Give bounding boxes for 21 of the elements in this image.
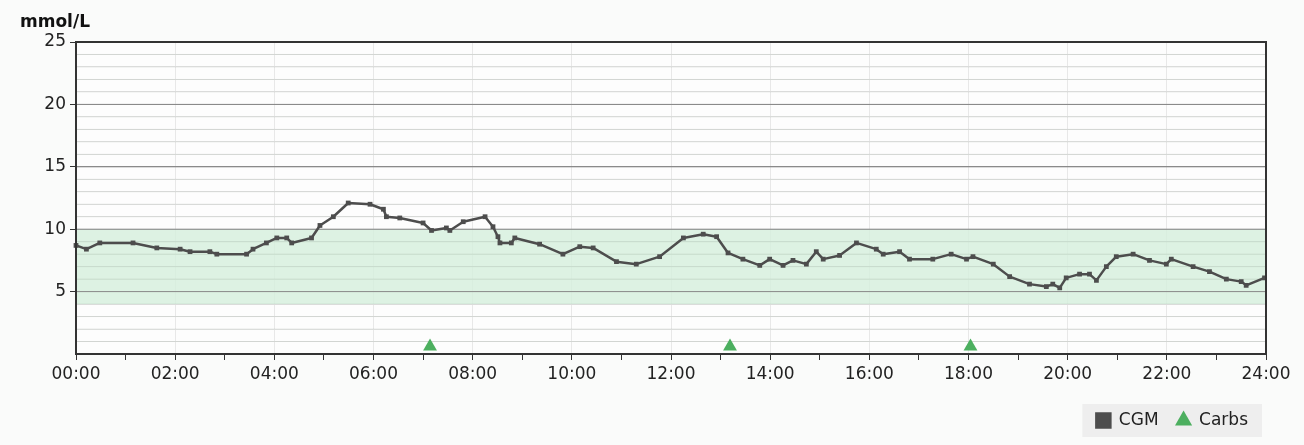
x-tick-label: 12:00 bbox=[646, 362, 696, 383]
y-tick-label: 20 bbox=[44, 92, 66, 113]
x-tick-label: 08:00 bbox=[448, 362, 498, 383]
y-tick-label: 10 bbox=[44, 217, 66, 238]
x-tick-label: 02:00 bbox=[150, 362, 200, 383]
y-tick-label: 25 bbox=[44, 30, 66, 51]
x-tick-label: 14:00 bbox=[745, 362, 795, 383]
x-tick-label: 20:00 bbox=[1043, 362, 1093, 383]
x-tick-label: 04:00 bbox=[249, 362, 299, 383]
x-tick-label: 06:00 bbox=[349, 362, 398, 383]
y-axis-title: mmol/L bbox=[20, 11, 91, 31]
legend-label: Carbs bbox=[1199, 408, 1249, 429]
x-tick-label: 16:00 bbox=[844, 362, 894, 383]
y-tick-label: 15 bbox=[44, 155, 66, 176]
x-tick-label: 22:00 bbox=[1142, 362, 1192, 383]
x-tick-label: 00:00 bbox=[51, 362, 101, 383]
x-tick-label: 24:00 bbox=[1241, 362, 1291, 383]
x-tick-label: 10:00 bbox=[547, 362, 597, 383]
legend-label: CGM bbox=[1118, 408, 1159, 429]
x-tick-label: 18:00 bbox=[944, 362, 993, 383]
y-tick-label: 5 bbox=[55, 280, 66, 301]
